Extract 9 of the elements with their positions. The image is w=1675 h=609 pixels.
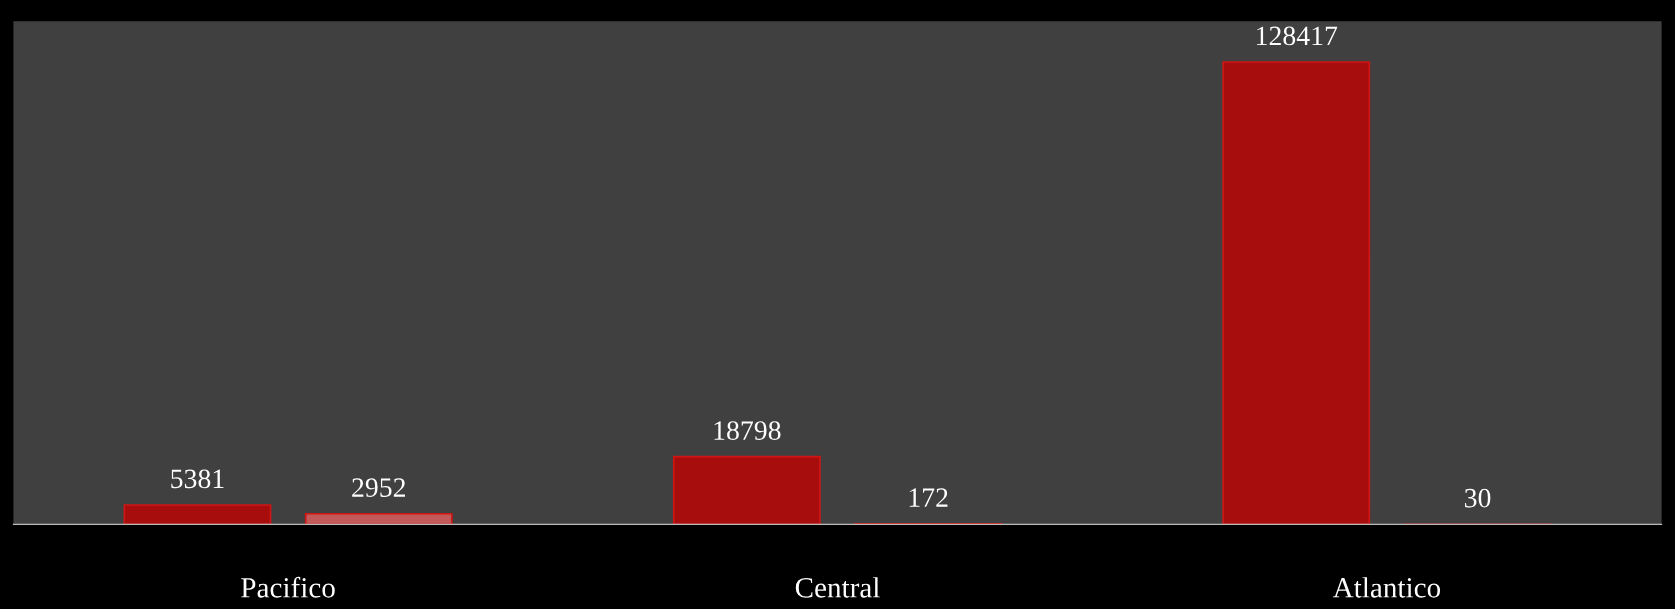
x-tick-label: Pacifico (241, 576, 335, 598)
data-label: 30 (1464, 488, 1491, 508)
data-label: 128417 (1257, 26, 1338, 46)
data-label: 2952 (352, 478, 405, 497)
x-tick-label: Central (795, 577, 880, 598)
data-label: 18798 (714, 421, 781, 440)
x-tick-label: Atlantico (1332, 577, 1441, 598)
data-label: 5381 (171, 469, 224, 489)
data-label: 172 (909, 488, 948, 507)
